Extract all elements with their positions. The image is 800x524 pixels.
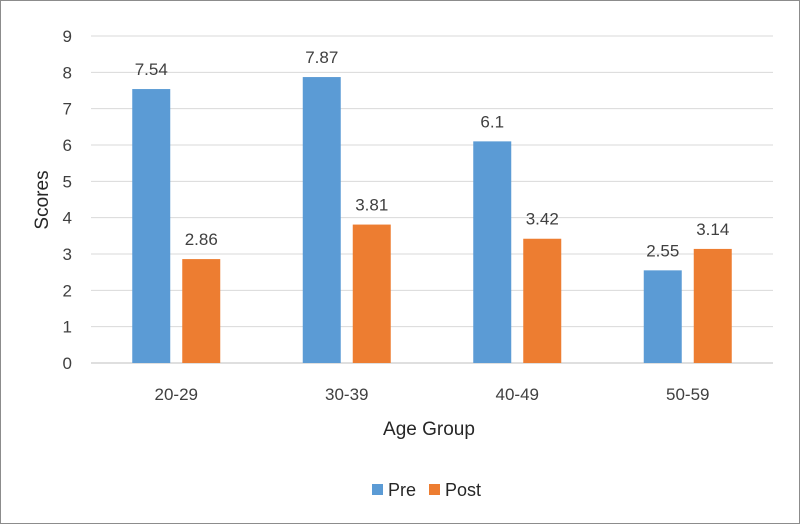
bars — [132, 77, 732, 364]
data-label: 3.42 — [526, 210, 559, 229]
y-axis-title: Scores — [32, 170, 53, 229]
x-tick-label: 20-29 — [155, 385, 198, 404]
bar-pre — [132, 89, 171, 364]
legend: Pre Post — [372, 480, 481, 500]
y-tick-label: 2 — [63, 281, 72, 300]
bar-post — [523, 238, 562, 363]
x-tick-label: 50-59 — [666, 385, 709, 404]
data-label: 7.87 — [305, 48, 338, 67]
data-label: 2.55 — [646, 241, 679, 260]
x-tick-label: 30-39 — [325, 385, 368, 404]
y-tick-label: 5 — [63, 172, 72, 191]
y-axis-ticks: 0 1 2 3 4 5 6 7 8 9 — [63, 27, 72, 373]
y-tick-label: 7 — [63, 100, 72, 119]
bar-pre — [302, 77, 341, 363]
legend-swatch-post — [429, 484, 440, 495]
data-label: 7.54 — [135, 60, 168, 79]
data-label: 3.14 — [696, 220, 729, 239]
bar-pre — [643, 270, 682, 363]
data-label: 2.86 — [185, 230, 218, 249]
bar-post — [182, 259, 221, 363]
y-tick-label: 0 — [63, 354, 72, 373]
y-tick-label: 3 — [63, 245, 72, 264]
bar-pre — [473, 141, 512, 363]
data-label: 3.81 — [355, 196, 388, 215]
x-tick-label: 40-49 — [496, 385, 539, 404]
bar-post — [693, 248, 732, 363]
bar-post — [352, 224, 391, 363]
legend-label-post: Post — [445, 480, 481, 500]
y-tick-label: 4 — [63, 209, 72, 228]
data-label: 6.1 — [480, 112, 504, 131]
x-axis-ticks: 20-29 30-39 40-49 50-59 — [155, 385, 710, 404]
data-labels: 7.54 2.86 7.87 3.81 6.1 3.42 2.55 3.14 — [135, 48, 730, 260]
y-tick-label: 1 — [63, 318, 72, 337]
x-axis-title: Age Group — [383, 419, 475, 440]
y-tick-label: 8 — [63, 63, 72, 82]
y-tick-label: 9 — [63, 27, 72, 46]
legend-swatch-pre — [372, 484, 383, 495]
legend-label-pre: Pre — [388, 480, 416, 500]
y-tick-label: 6 — [63, 136, 72, 155]
